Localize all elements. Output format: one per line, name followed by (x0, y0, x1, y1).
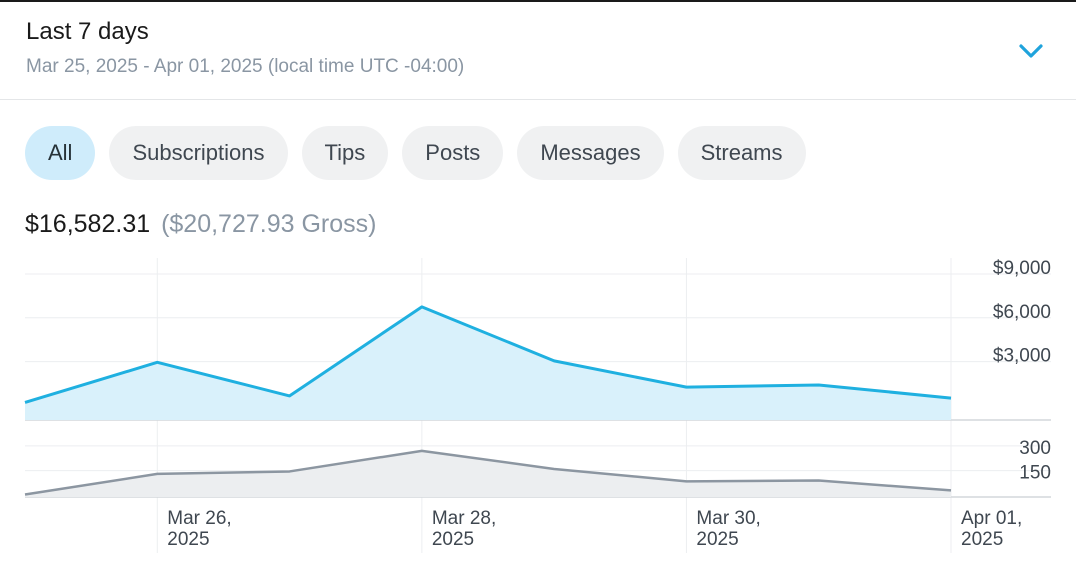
tab-all[interactable]: All (25, 126, 96, 180)
earnings-series-line (24, 305, 952, 404)
earnings-total: $16,582.31 ($20,727.93 Gross) (25, 210, 376, 239)
top-border (0, 0, 1076, 2)
count-y-tick-label: 300 (1019, 438, 1051, 459)
earnings-y-tick-label: $3,000 (993, 346, 1051, 367)
chevron-down-icon[interactable] (1014, 36, 1048, 66)
earnings-y-tick-label: $9,000 (993, 258, 1051, 279)
tab-label: Posts (425, 140, 481, 165)
count-area (25, 450, 951, 497)
x-tick-year: 2025 (961, 529, 1003, 550)
tab-label: Streams (700, 140, 783, 165)
tab-streams[interactable]: Streams (677, 126, 806, 180)
count-y-tick-label: 150 (1019, 463, 1051, 484)
x-tick-label: Mar 28, (432, 508, 496, 529)
tab-label: Tips (324, 140, 366, 165)
tab-subscriptions[interactable]: Subscriptions (109, 126, 288, 180)
tab-posts[interactable]: Posts (402, 126, 504, 180)
x-tick-label: Apr 01, (961, 508, 1022, 529)
tab-messages[interactable]: Messages (517, 126, 664, 180)
tab-tips[interactable]: Tips (301, 126, 389, 180)
page-title: Last 7 days (26, 18, 149, 45)
category-tabs: All Subscriptions Tips Posts Messages St… (25, 126, 806, 180)
x-tick-label: Mar 30, (696, 508, 760, 529)
x-tick-year: 2025 (167, 529, 209, 550)
x-tick-label: Mar 26, (167, 508, 231, 529)
count-series-line (24, 449, 952, 496)
tab-label: All (48, 140, 73, 165)
net-amount: $16,582.31 (25, 210, 151, 238)
date-range-header[interactable]: Last 7 days Mar 25, 2025 - Apr 01, 2025 … (0, 2, 1076, 100)
x-tick-year: 2025 (696, 529, 738, 550)
gross-amount: ($20,727.93 Gross) (161, 210, 377, 238)
tab-label: Messages (540, 140, 641, 165)
x-tick-year: 2025 (432, 529, 474, 550)
date-range-subtitle: Mar 25, 2025 - Apr 01, 2025 (local time … (26, 56, 465, 77)
tab-label: Subscriptions (132, 140, 265, 165)
earnings-y-tick-label: $6,000 (993, 302, 1051, 323)
earnings-area (25, 306, 951, 420)
